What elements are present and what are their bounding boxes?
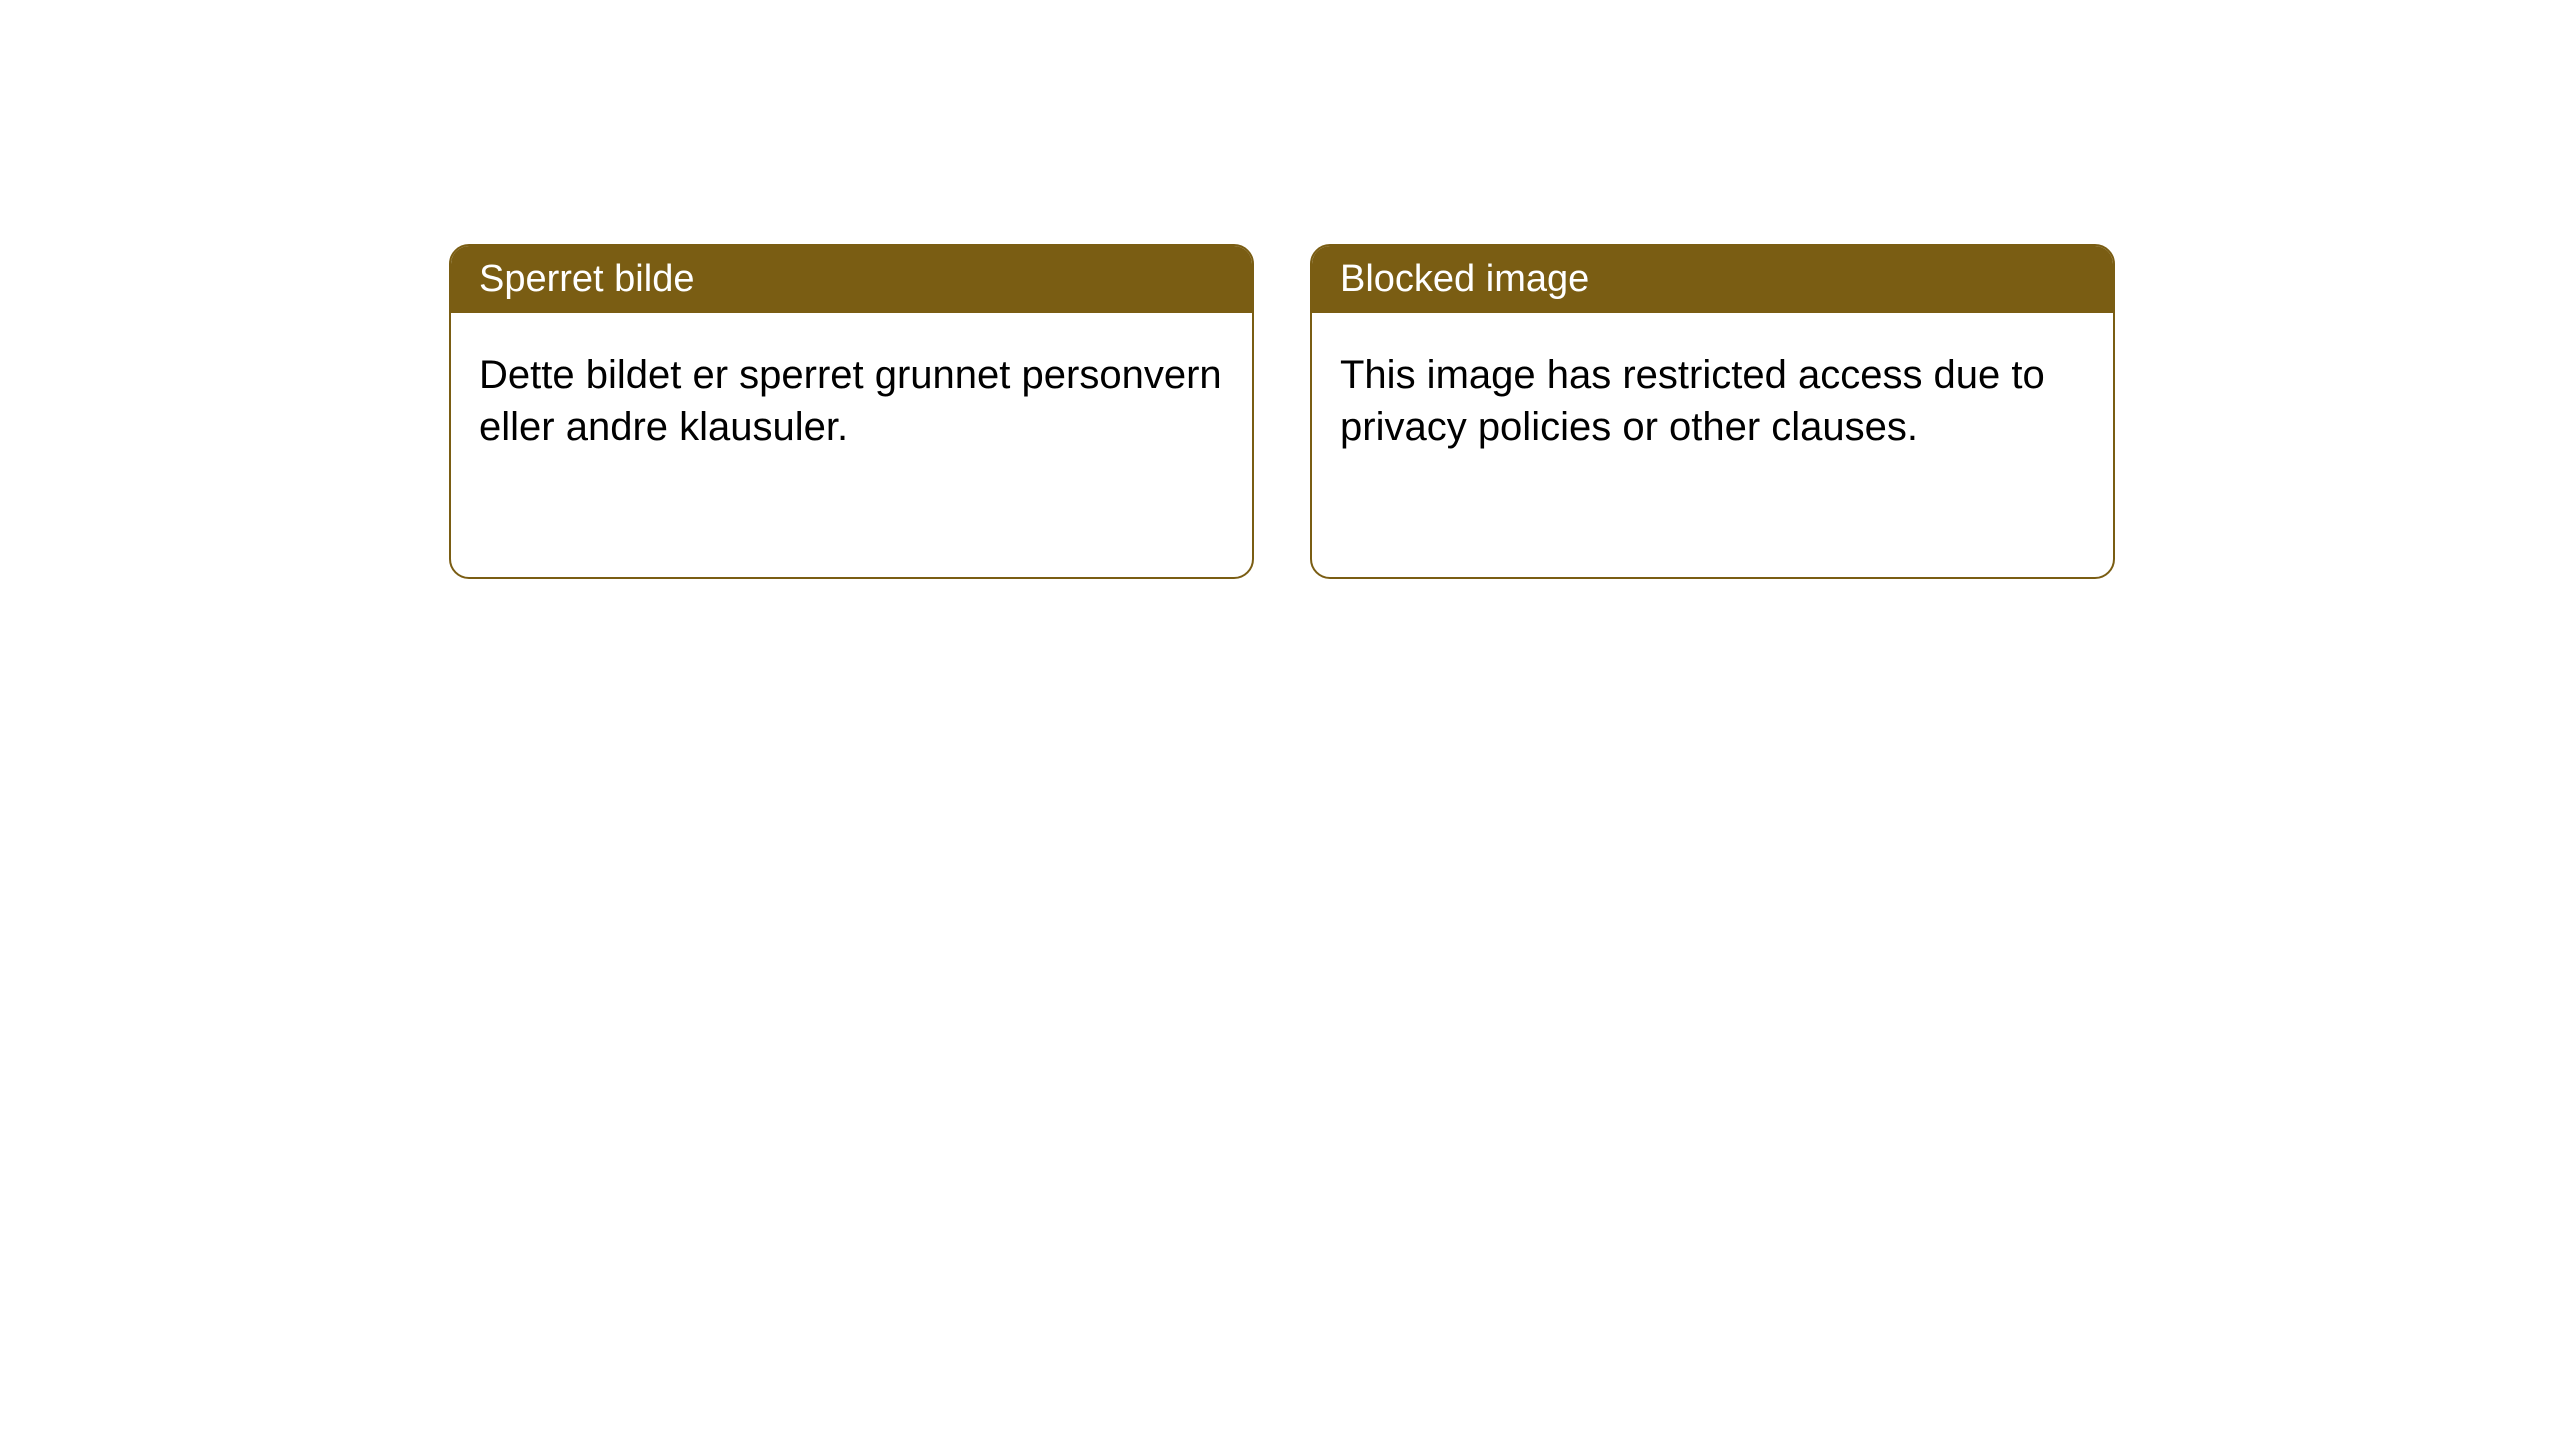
blocked-image-notice-container: Sperret bilde Dette bildet er sperret gr… [449, 244, 2115, 579]
card-header-en: Blocked image [1312, 246, 2113, 313]
blocked-image-card-no: Sperret bilde Dette bildet er sperret gr… [449, 244, 1254, 579]
card-header-text: Sperret bilde [479, 258, 694, 300]
blocked-image-card-en: Blocked image This image has restricted … [1310, 244, 2115, 579]
card-body-text: This image has restricted access due to … [1340, 353, 2045, 449]
card-body-text: Dette bildet er sperret grunnet personve… [479, 353, 1222, 449]
card-header-text: Blocked image [1340, 258, 1589, 300]
card-body-en: This image has restricted access due to … [1312, 313, 2113, 489]
card-body-no: Dette bildet er sperret grunnet personve… [451, 313, 1252, 489]
card-header-no: Sperret bilde [451, 246, 1252, 313]
